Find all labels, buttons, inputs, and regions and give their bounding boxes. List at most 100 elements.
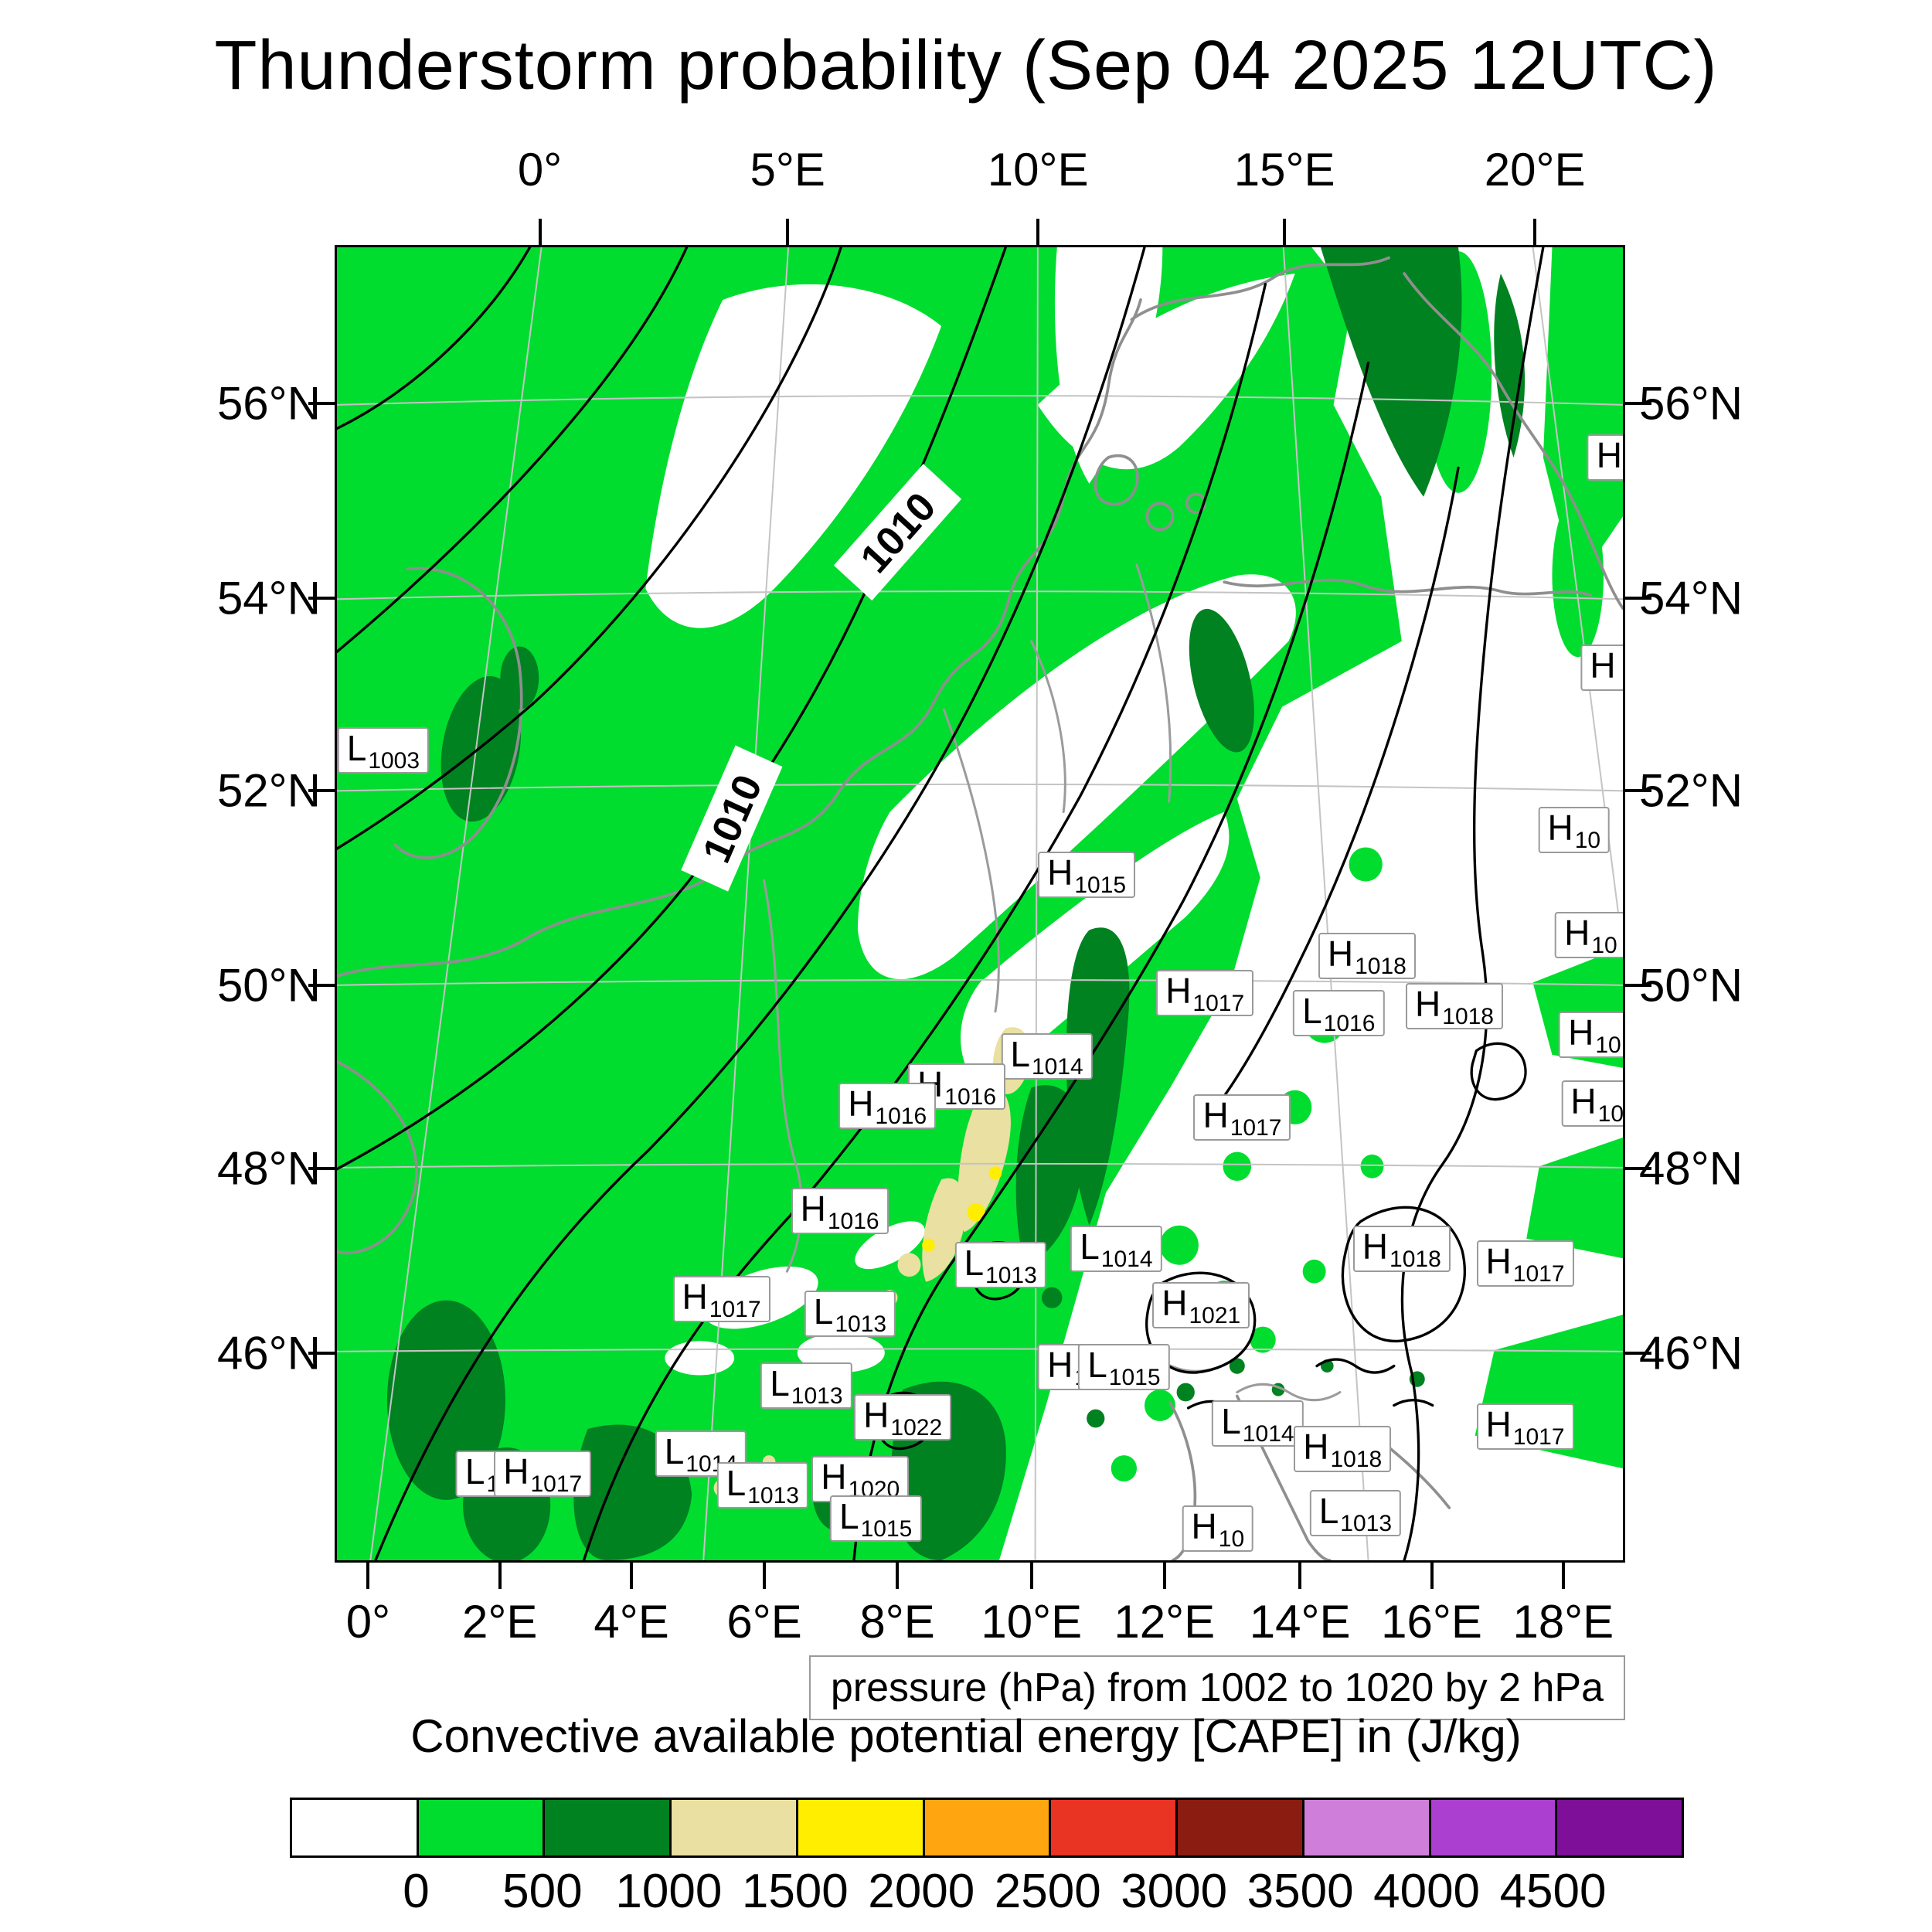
pressure-center-value: 1013 — [835, 1311, 887, 1337]
tick-mark — [308, 984, 335, 988]
pressure-center-high: H1017 — [1476, 1403, 1574, 1450]
cape-shading-yellow — [922, 1166, 1002, 1252]
pressure-center-high: H10 — [1561, 1080, 1623, 1127]
pressure-center-value: 1017 — [1192, 991, 1245, 1017]
pressure-center-value: 1015 — [1108, 1365, 1161, 1391]
pressure-center-value: 1016 — [1323, 1010, 1376, 1036]
pressure-center-letter: H — [1485, 1241, 1512, 1282]
colorbar-tick-label: 3000 — [1121, 1865, 1228, 1918]
colorbar-tick-label: 4500 — [1499, 1865, 1607, 1918]
tick-mark — [366, 1563, 370, 1589]
colorbar-tick-label: 2500 — [994, 1865, 1101, 1918]
pressure-center-value: 1014 — [1031, 1053, 1083, 1080]
tick-mark — [1283, 219, 1287, 245]
tick-mark — [1561, 1563, 1565, 1589]
colorbar-tick-labels: 0 500 1000 1500 2000 2500 3000 3500 4000 4500 — [290, 1864, 1679, 1920]
pressure-center-letter: H — [800, 1189, 826, 1230]
pressure-center-value: 1015 — [860, 1515, 913, 1542]
pressure-center-letter: H — [863, 1394, 889, 1435]
colorbar-segment — [798, 1800, 925, 1855]
pressure-center-high: H1018 — [1318, 933, 1416, 980]
pressure-center-high: H1017 — [1476, 1240, 1574, 1287]
pressure-center-value: 1018 — [1389, 1247, 1441, 1273]
pressure-center-value: 1018 — [1355, 954, 1406, 980]
pressure-center-letter: L — [464, 1451, 485, 1492]
pressure-center-letter: L — [346, 727, 367, 768]
colorbar-tick-label: 3500 — [1247, 1865, 1354, 1918]
lon-label-bottom: 10°E — [981, 1596, 1083, 1648]
pressure-center-value: 1018 — [1330, 1446, 1383, 1472]
tick-mark — [1625, 1351, 1651, 1355]
pressure-center-letter: L — [726, 1463, 747, 1504]
pressure-center-high: H1016 — [791, 1188, 889, 1235]
colorbar-segment — [1178, 1800, 1304, 1855]
lon-label-top: 15°E — [1233, 144, 1335, 196]
tick-mark — [1298, 1563, 1302, 1589]
lat-label-right: 50°N — [1639, 959, 1743, 1012]
lat-label-left: 54°N — [216, 572, 321, 624]
pressure-center-letter: H — [1362, 1226, 1389, 1267]
map-canvas: 1010 1010 — [337, 247, 1623, 1560]
pressure-center-letter: H — [848, 1083, 874, 1124]
pressure-center-value: 1013 — [1340, 1510, 1393, 1536]
pressure-center-letter: H — [1202, 1095, 1229, 1136]
lat-label-right: 46°N — [1639, 1327, 1743, 1379]
colorbar-segment — [1304, 1800, 1431, 1855]
pressure-center-high: H1017 — [1193, 1094, 1291, 1141]
pressure-center-letter: H — [1047, 852, 1073, 893]
colorbar-segment — [292, 1800, 419, 1855]
pressure-center-high: H1022 — [854, 1393, 952, 1440]
pressure-center-letter: L — [1010, 1033, 1030, 1074]
pressure-center-letter: H — [1303, 1426, 1329, 1467]
right-axis-labels: 56°N 54°N 52°N 50°N 48°N 46°N — [1639, 245, 1817, 1563]
colorbar-tick-label: 1500 — [741, 1865, 849, 1918]
pressure-center-letter: H — [1485, 1403, 1512, 1444]
colorbar-segment — [672, 1800, 798, 1855]
lat-label-left: 50°N — [216, 959, 321, 1012]
tick-mark — [763, 1563, 767, 1589]
tick-mark — [1625, 596, 1651, 600]
lat-label-right: 54°N — [1639, 572, 1743, 624]
pressure-center-letter: H — [503, 1451, 529, 1492]
pressure-center-low: L1014 — [1001, 1032, 1093, 1080]
pressure-center-high: H10 — [1555, 912, 1623, 959]
pressure-center-letter: H — [1191, 1506, 1217, 1547]
pressure-center-value: 1013 — [747, 1483, 799, 1509]
lon-label-bottom: 16°E — [1381, 1596, 1482, 1648]
pressure-center-low: L1014 — [1212, 1400, 1304, 1447]
pressure-center-letter: L — [1318, 1490, 1339, 1531]
tick-mark — [308, 788, 335, 792]
pressure-center-value: 1013 — [985, 1262, 1037, 1288]
pressure-center-letter: L — [1221, 1401, 1241, 1442]
pressure-center-letter: H — [1570, 1080, 1597, 1121]
lat-label-right: 48°N — [1639, 1142, 1743, 1195]
pressure-center-low: L1013 — [1309, 1489, 1402, 1536]
lat-label-left: 46°N — [216, 1327, 321, 1379]
pressure-center-low: L1013 — [760, 1362, 852, 1410]
tick-mark — [1533, 219, 1537, 245]
pressure-center-letter: H — [682, 1276, 708, 1317]
pressure-center-value: 1014 — [1242, 1421, 1294, 1447]
pressure-center-value: 1013 — [791, 1383, 843, 1410]
pressure-caption: pressure (hPa) from 1002 to 1020 by 2 hP… — [808, 1655, 1625, 1720]
pressure-center-low: L1016 — [1293, 989, 1385, 1036]
page-title: Thunderstorm probability (Sep 04 2025 12… — [214, 27, 1718, 104]
pressure-center-value: 1003 — [368, 747, 420, 774]
lon-label-top: 10°E — [987, 144, 1089, 196]
pressure-center-low: L1014 — [1070, 1226, 1162, 1273]
tick-mark — [1625, 984, 1651, 988]
colorbar-segment — [418, 1800, 546, 1855]
pressure-center-letter: H — [1415, 984, 1441, 1025]
colorbar-segment — [1557, 1800, 1682, 1855]
pressure-center-high: H1017 — [494, 1450, 592, 1497]
pressure-center-value: 10 — [1595, 1032, 1621, 1059]
pressure-center-letter: L — [664, 1431, 685, 1472]
lon-label-bottom: 6°E — [726, 1596, 802, 1648]
pressure-center-letter: H — [1596, 434, 1622, 475]
pressure-center-low: L1015 — [830, 1495, 922, 1542]
pressure-center-letter: H — [1047, 1345, 1073, 1386]
colorbar-title: Convective available potential energy [C… — [410, 1710, 1522, 1762]
pressure-contour-lines — [337, 247, 1545, 1560]
pressure-center-value: 1017 — [530, 1471, 583, 1497]
